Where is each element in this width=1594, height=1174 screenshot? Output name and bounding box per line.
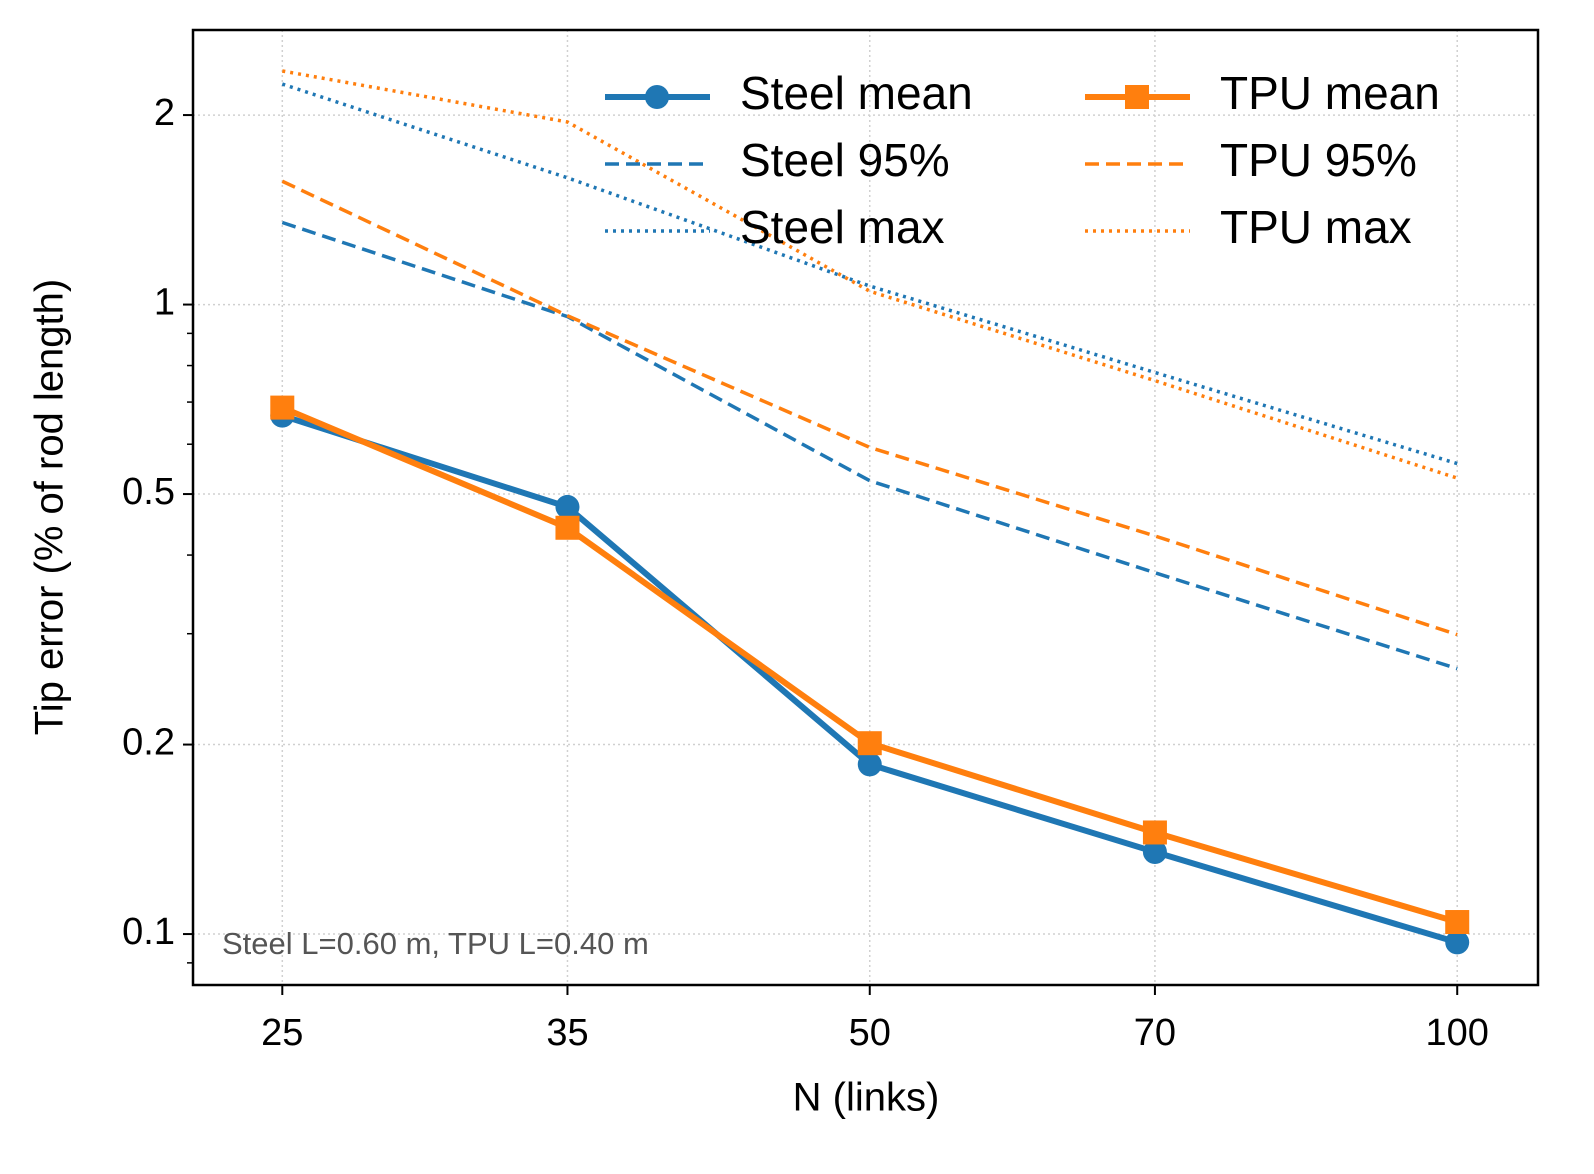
point bbox=[1142, 820, 1167, 845]
x-tick-label: 50 bbox=[849, 1012, 891, 1054]
point bbox=[555, 515, 580, 540]
series-line bbox=[281, 220, 1458, 671]
y-tick-label: 1 bbox=[154, 282, 175, 324]
point bbox=[1445, 930, 1470, 955]
y-axis-label: Tip error (% of rod length) bbox=[28, 279, 72, 735]
point bbox=[1445, 910, 1470, 935]
x-tick-label: 25 bbox=[261, 1012, 303, 1054]
legend-label: TPU mean bbox=[1220, 67, 1440, 119]
x-tick-label: 35 bbox=[546, 1012, 588, 1054]
plot-frame bbox=[191, 28, 1540, 987]
y-tick-label: 2 bbox=[154, 92, 175, 134]
point bbox=[1142, 840, 1167, 865]
x-tick-label: 100 bbox=[1426, 1012, 1489, 1054]
point bbox=[270, 395, 295, 420]
annotation: Steel L=0.60 m, TPU L=0.40 m bbox=[222, 926, 649, 961]
y-tick-label: 0.5 bbox=[122, 471, 175, 513]
y-tick-label: 0.2 bbox=[122, 722, 175, 764]
legend-label: Steel 95% bbox=[740, 134, 950, 186]
point bbox=[857, 752, 882, 777]
series-line bbox=[281, 179, 1458, 637]
legend-label: TPU max bbox=[1220, 201, 1412, 253]
point bbox=[857, 731, 882, 756]
x-tick-label: 70 bbox=[1134, 1012, 1176, 1054]
legend-label: TPU 95% bbox=[1220, 134, 1417, 186]
legend-label: Steel mean bbox=[740, 67, 973, 119]
point bbox=[555, 494, 580, 519]
legend-marker bbox=[645, 85, 669, 109]
y-tick-label: 0.1 bbox=[122, 911, 175, 953]
x-axis-label: N (links) bbox=[793, 1076, 940, 1120]
legend-label: Steel max bbox=[740, 201, 945, 253]
series-line bbox=[281, 82, 1458, 466]
series-line bbox=[281, 404, 1459, 925]
series-line bbox=[281, 69, 1458, 480]
legend-marker bbox=[1125, 85, 1149, 109]
